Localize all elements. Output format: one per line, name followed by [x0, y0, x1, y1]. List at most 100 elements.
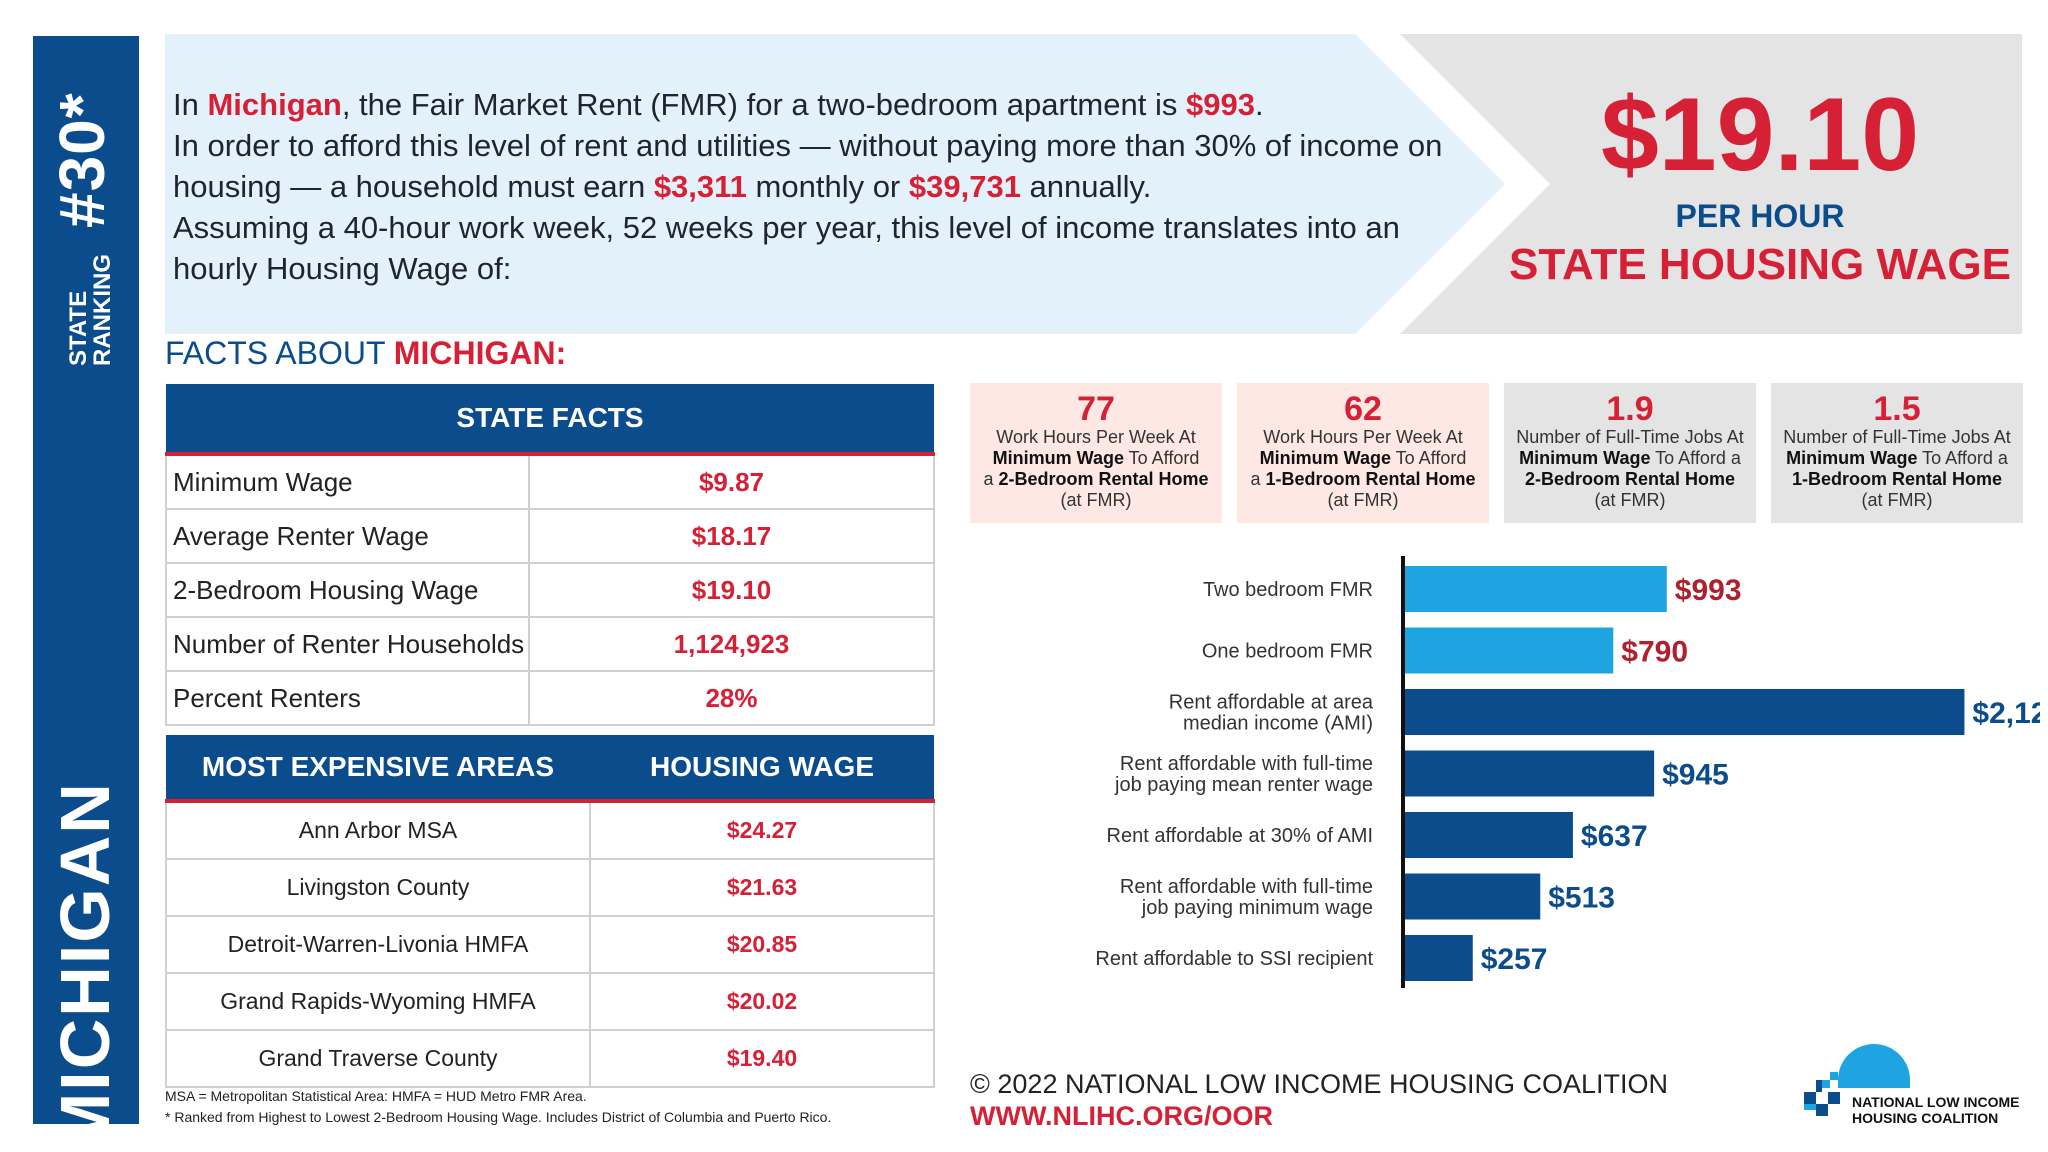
stat-card-emph: Minimum Wage — [992, 448, 1124, 468]
intro-part: annually. — [1020, 169, 1152, 204]
stat-card-line: (at FMR) — [1327, 490, 1399, 510]
stat-card-line: To Afford — [1123, 448, 1200, 468]
stat-card: 1.9 Number of Full-Time Jobs At Minimum … — [1504, 383, 1756, 523]
chart-bar — [1405, 873, 1541, 920]
chart-value-label: $2,122 — [1972, 697, 2040, 730]
area-label: Ann Arbor MSA — [165, 800, 591, 860]
fact-value: $19.10 — [528, 562, 935, 618]
state-facts-table: STATE FACTS Minimum Wage $9.87 Average Re… — [165, 384, 935, 726]
table-row: 2-Bedroom Housing Wage $19.10 — [165, 562, 935, 618]
copyright-text: © 2022 NATIONAL LOW INCOME HOUSING COALI… — [970, 1069, 1669, 1099]
area-value: $24.27 — [589, 800, 935, 860]
stat-card-emph: 2-Bedroom Rental Home — [998, 469, 1209, 489]
chart-category-label: Rent affordable at area — [1169, 692, 1374, 714]
facts-heading-state: MICHIGAN: — [393, 335, 567, 371]
footnote-ranking: * Ranked from Highest to Lowest 2-Bedroo… — [165, 1109, 832, 1125]
table-row: Minimum Wage $9.87 — [165, 453, 935, 510]
areas-header-right: HOUSING WAGE — [590, 735, 934, 803]
fact-label: Number of Renter Households — [165, 616, 530, 672]
fact-label: Average Renter Wage — [165, 508, 530, 564]
stat-card: 1.5 Number of Full-Time Jobs At Minimum … — [1771, 383, 2023, 523]
stat-card-value: 1.5 — [1873, 390, 1921, 428]
fact-value: 28% — [528, 670, 935, 726]
chart-value-label: $513 — [1548, 882, 1615, 915]
chart-bar — [1405, 689, 1965, 735]
chart-value-label: $790 — [1621, 636, 1688, 669]
area-label: Grand Rapids-Wyoming HMFA — [165, 972, 591, 1031]
table-row: Detroit-Warren-Livonia HMFA $20.85 — [165, 915, 935, 974]
fact-label: 2-Bedroom Housing Wage — [165, 562, 530, 618]
intro-state: Michigan — [207, 87, 342, 122]
fact-value: 1,124,923 — [528, 616, 935, 672]
housing-wage-amount: $19.10 — [1600, 77, 1920, 193]
chart-value-label: $945 — [1662, 759, 1729, 792]
fact-value: $9.87 — [528, 453, 935, 510]
rank-label-line2: RANKING — [89, 254, 116, 366]
rent-affordability-chart: $993 Two bedroom FMR $790 One bedroom FMR $2… — [1095, 556, 2040, 988]
table-row: Number of Renter Households 1,124,923 — [165, 616, 935, 672]
chart-value-label: $257 — [1481, 943, 1548, 976]
intro-annual: $39,731 — [908, 169, 1021, 204]
stat-card-emph: 1-Bedroom Rental Home — [1791, 469, 2003, 489]
logo-line1: NATIONAL LOW INCOME — [1852, 1094, 2020, 1110]
chart-category-label: One bedroom FMR — [1202, 641, 1373, 663]
stat-card-value: 62 — [1344, 390, 1382, 428]
stat-card-line: Number of Full-Time Jobs At — [1783, 427, 2011, 447]
state-rank-label: STATE RANKING — [65, 254, 116, 366]
intro-part: . — [1254, 87, 1264, 122]
chart-category-label: Rent affordable with full-time — [1120, 753, 1373, 775]
intro-text: In Michigan, the Fair Market Rent (FMR) … — [173, 84, 1443, 289]
chart-category-label: Rent affordable to SSI recipient — [1095, 948, 1373, 970]
table-row: Grand Traverse County $19.40 — [165, 1029, 935, 1088]
chart-category-label: Rent affordable at 30% of AMI — [1107, 825, 1373, 847]
chart-bar — [1405, 812, 1573, 858]
state-sidebar: #30* STATE RANKING MICHIGAN — [33, 36, 139, 1151]
intro-part: monthly or — [746, 169, 909, 204]
table-row: Average Renter Wage $18.17 — [165, 508, 935, 564]
stat-card-emph: Minimum Wage — [1519, 448, 1651, 468]
nlihc-logo-icon — [1804, 1044, 1910, 1116]
housing-wage-label: STATE HOUSING WAGE — [1509, 240, 2011, 289]
fact-label: Minimum Wage — [165, 453, 530, 510]
area-label: Detroit-Warren-Livonia HMFA — [165, 915, 591, 974]
chart-category-label: Two bedroom FMR — [1203, 579, 1373, 601]
stat-card-line: Work Hours Per Week At — [1263, 427, 1463, 447]
stat-card-line: (at FMR) — [1060, 490, 1132, 510]
stat-card-value: 1.9 — [1606, 390, 1654, 428]
stat-card-value: 77 — [1077, 390, 1115, 428]
intro-part: In order to afford this level of rent an… — [173, 128, 1443, 204]
stat-card-emph: Minimum Wage — [1786, 448, 1918, 468]
intro-monthly: $3,311 — [653, 169, 747, 204]
stat-card-line: Work Hours Per Week At — [996, 427, 1196, 447]
fact-label: Percent Renters — [165, 670, 530, 726]
stat-card-description: Work Hours Per Week At Minimum Wage To A… — [970, 427, 1222, 511]
area-value: $21.63 — [589, 858, 935, 917]
area-value: $20.02 — [589, 972, 935, 1031]
stat-card: 77 Work Hours Per Week At Minimum Wage T… — [970, 383, 1222, 523]
stat-card-line: (at FMR) — [1594, 490, 1666, 510]
intro-fmr: $993 — [1185, 87, 1255, 122]
fact-value: $18.17 — [528, 508, 935, 564]
intro-part: Assuming a 40-hour work week, 52 weeks p… — [173, 210, 1400, 286]
area-label: Grand Traverse County — [165, 1029, 591, 1088]
stat-card-description: Number of Full-Time Jobs At Minimum Wage… — [1504, 427, 1756, 511]
stat-card-description: Work Hours Per Week At Minimum Wage To A… — [1237, 427, 1489, 511]
state-facts-header: STATE FACTS — [166, 384, 934, 456]
table-row: Ann Arbor MSA $24.27 — [165, 800, 935, 860]
area-label: Livingston County — [165, 858, 591, 917]
chart-bar — [1405, 935, 1473, 981]
chart-bar — [1405, 627, 1614, 674]
stat-card-line: a — [1250, 469, 1266, 489]
intro-part: , the Fair Market Rent (FMR) for a two-b… — [341, 87, 1186, 122]
rank-label-line1: STATE — [65, 290, 92, 366]
chart-value-label: $993 — [1675, 574, 1742, 607]
intro-band — [165, 34, 1505, 334]
table-row: Percent Renters 28% — [165, 670, 935, 726]
chart-category-label: job paying minimum wage — [1141, 897, 1373, 919]
website-link[interactable]: WWW.NLIHC.ORG/OOR — [970, 1101, 1273, 1131]
table-row: Grand Rapids-Wyoming HMFA $20.02 — [165, 972, 935, 1031]
stat-card-line: Number of Full-Time Jobs At — [1516, 427, 1744, 447]
stat-card: 62 Work Hours Per Week At Minimum Wage T… — [1237, 383, 1489, 523]
chart-category-label: job paying mean renter wage — [1114, 774, 1373, 796]
stat-card-line: To Afford a — [1917, 448, 2008, 468]
